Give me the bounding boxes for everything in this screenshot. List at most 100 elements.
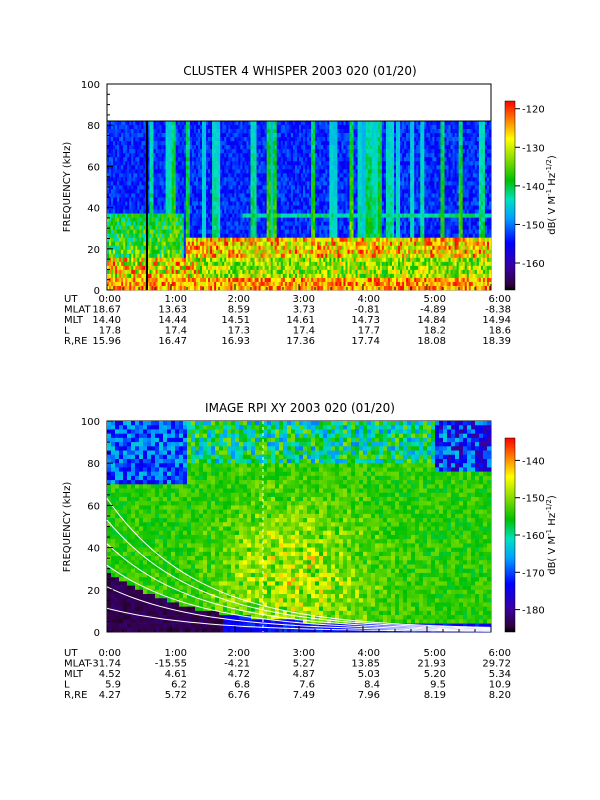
heatmap-cell — [329, 189, 332, 194]
heatmap-cell — [218, 253, 221, 259]
heatmap-cell — [341, 145, 344, 150]
heatmap-cell — [246, 129, 249, 134]
heatmap-cell — [121, 181, 124, 186]
heatmap-cell — [197, 245, 201, 251]
heatmap-cell — [341, 181, 344, 186]
heatmap-cell — [252, 169, 255, 174]
heatmap-cell — [183, 241, 187, 247]
heatmap-cell — [317, 261, 320, 267]
heatmap-cell — [315, 277, 318, 283]
heatmap-cell — [153, 233, 156, 238]
heatmap-cell — [282, 201, 286, 206]
heatmap-cell — [315, 173, 318, 178]
heatmap-cell — [327, 149, 330, 154]
heatmap-cell — [315, 237, 318, 243]
heatmap-cell — [161, 121, 164, 126]
heatmap-cell — [115, 133, 118, 138]
heatmap-cell — [329, 273, 332, 279]
heatmap-cell — [250, 213, 253, 218]
heatmap-cell — [282, 221, 286, 226]
heatmap-cell — [147, 177, 150, 182]
heatmap-cell — [204, 181, 207, 186]
heatmap-cell — [288, 217, 292, 222]
heatmap-cell — [307, 141, 310, 146]
heatmap-cell — [167, 173, 170, 178]
heatmap-cell — [276, 221, 280, 226]
heatmap-cell — [323, 265, 326, 271]
heatmap-cell — [197, 257, 201, 263]
heatmap-cell — [181, 129, 185, 134]
heatmap-cell — [129, 193, 132, 198]
heatmap-cell — [109, 173, 112, 178]
heatmap-cell — [121, 205, 124, 210]
heatmap-cell — [183, 249, 187, 255]
heatmap-cell — [274, 257, 278, 263]
heatmap-cell — [228, 141, 231, 146]
heatmap-cell — [323, 261, 326, 267]
heatmap-cell — [149, 129, 152, 134]
heatmap-cell — [246, 205, 249, 210]
heatmap-cell — [301, 189, 304, 194]
heatmap-cell — [147, 221, 150, 226]
heatmap-cell — [313, 205, 316, 210]
heatmap-cell — [167, 129, 170, 134]
heatmap-cell — [185, 273, 189, 279]
heatmap-cell — [242, 165, 245, 170]
heatmap-cell — [323, 257, 326, 263]
heatmap-cell — [206, 133, 209, 138]
heatmap-cell — [250, 233, 253, 238]
heatmap-cell — [282, 225, 286, 230]
heatmap-cell — [137, 193, 140, 198]
heatmap-cell — [321, 245, 324, 251]
heatmap-cell — [123, 145, 126, 150]
heatmap-cell — [222, 205, 225, 210]
heatmap-cell — [240, 221, 243, 226]
heatmap-cell — [127, 169, 130, 174]
heatmap-cell — [171, 145, 174, 150]
heatmap-cell — [240, 169, 243, 174]
heatmap-cell — [119, 265, 122, 271]
heatmap-cell — [284, 181, 288, 186]
heatmap-cell — [179, 173, 183, 178]
heatmap-cell — [177, 129, 181, 134]
heatmap-cell — [129, 129, 132, 134]
heatmap-cell — [181, 149, 185, 154]
heatmap-cell — [123, 133, 126, 138]
heatmap-cell — [246, 157, 249, 162]
heatmap-cell — [290, 149, 294, 154]
heatmap-cell — [264, 197, 267, 202]
heatmap-cell — [111, 153, 114, 158]
heatmap-cell — [278, 197, 282, 202]
heatmap-cell — [294, 197, 298, 202]
heatmap-cell — [236, 217, 239, 222]
heatmap-cell — [270, 273, 274, 279]
heatmap-cell — [189, 153, 193, 158]
heatmap-cell — [167, 157, 170, 162]
heatmap-cell — [185, 189, 189, 194]
heatmap-cell — [286, 189, 290, 194]
heatmap-cell — [301, 225, 304, 230]
heatmap-cell — [143, 265, 146, 271]
heatmap-cell — [159, 133, 162, 138]
heatmap-cell — [129, 217, 132, 222]
heatmap-cell — [274, 173, 278, 178]
heatmap-cell — [246, 125, 249, 130]
heatmap-cell — [246, 173, 249, 178]
heatmap-cell — [153, 245, 156, 251]
heatmap-cell — [107, 253, 110, 259]
heatmap-cell — [244, 141, 247, 146]
heatmap-cell — [173, 157, 177, 162]
heatmap-cell — [153, 153, 156, 158]
heatmap-cell — [258, 237, 261, 243]
heatmap-cell — [234, 185, 237, 190]
heatmap-cell — [294, 121, 298, 126]
heatmap-cell — [244, 129, 247, 134]
heatmap-cell — [171, 141, 174, 146]
heatmap-cell — [234, 153, 237, 158]
heatmap-cell — [230, 125, 233, 130]
heatmap-cell — [319, 281, 322, 287]
heatmap-cell — [323, 193, 326, 198]
heatmap-cell — [187, 257, 191, 263]
heatmap-cell — [234, 253, 237, 259]
heatmap-cell — [197, 141, 201, 146]
